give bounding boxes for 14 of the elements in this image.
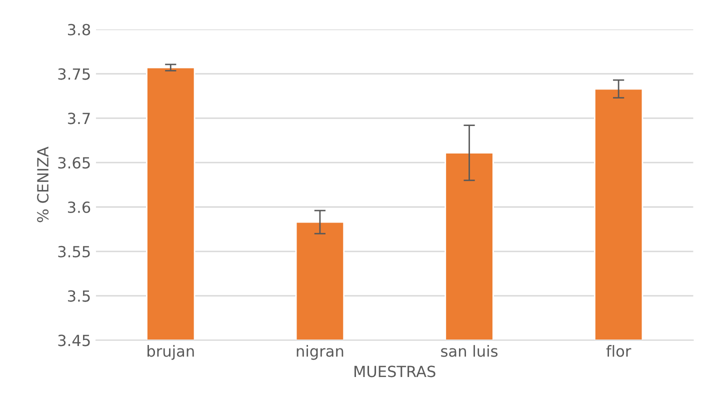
x-tick-label: brujan [148, 345, 194, 360]
y-axis-title: % CENIZA [37, 146, 49, 222]
x-tick-label: flor [606, 345, 632, 357]
y-tick-label: 3.7 [68, 112, 90, 124]
y-tick-label: 3.6 [68, 201, 90, 214]
y-tick-label: 3.5 [68, 290, 90, 302]
y-tick-label: 3.75 [58, 68, 90, 80]
y-tick-label: 3.65 [58, 157, 90, 169]
x-tick-label: san luis [441, 345, 498, 357]
x-axis-title: MUESTRAS [354, 366, 436, 378]
x-tick-label: nigran [296, 345, 344, 360]
y-tick-label: 3.55 [58, 246, 90, 258]
y-tick-label: 3.8 [68, 24, 90, 36]
y-tick-label: 3.45 [58, 334, 90, 346]
